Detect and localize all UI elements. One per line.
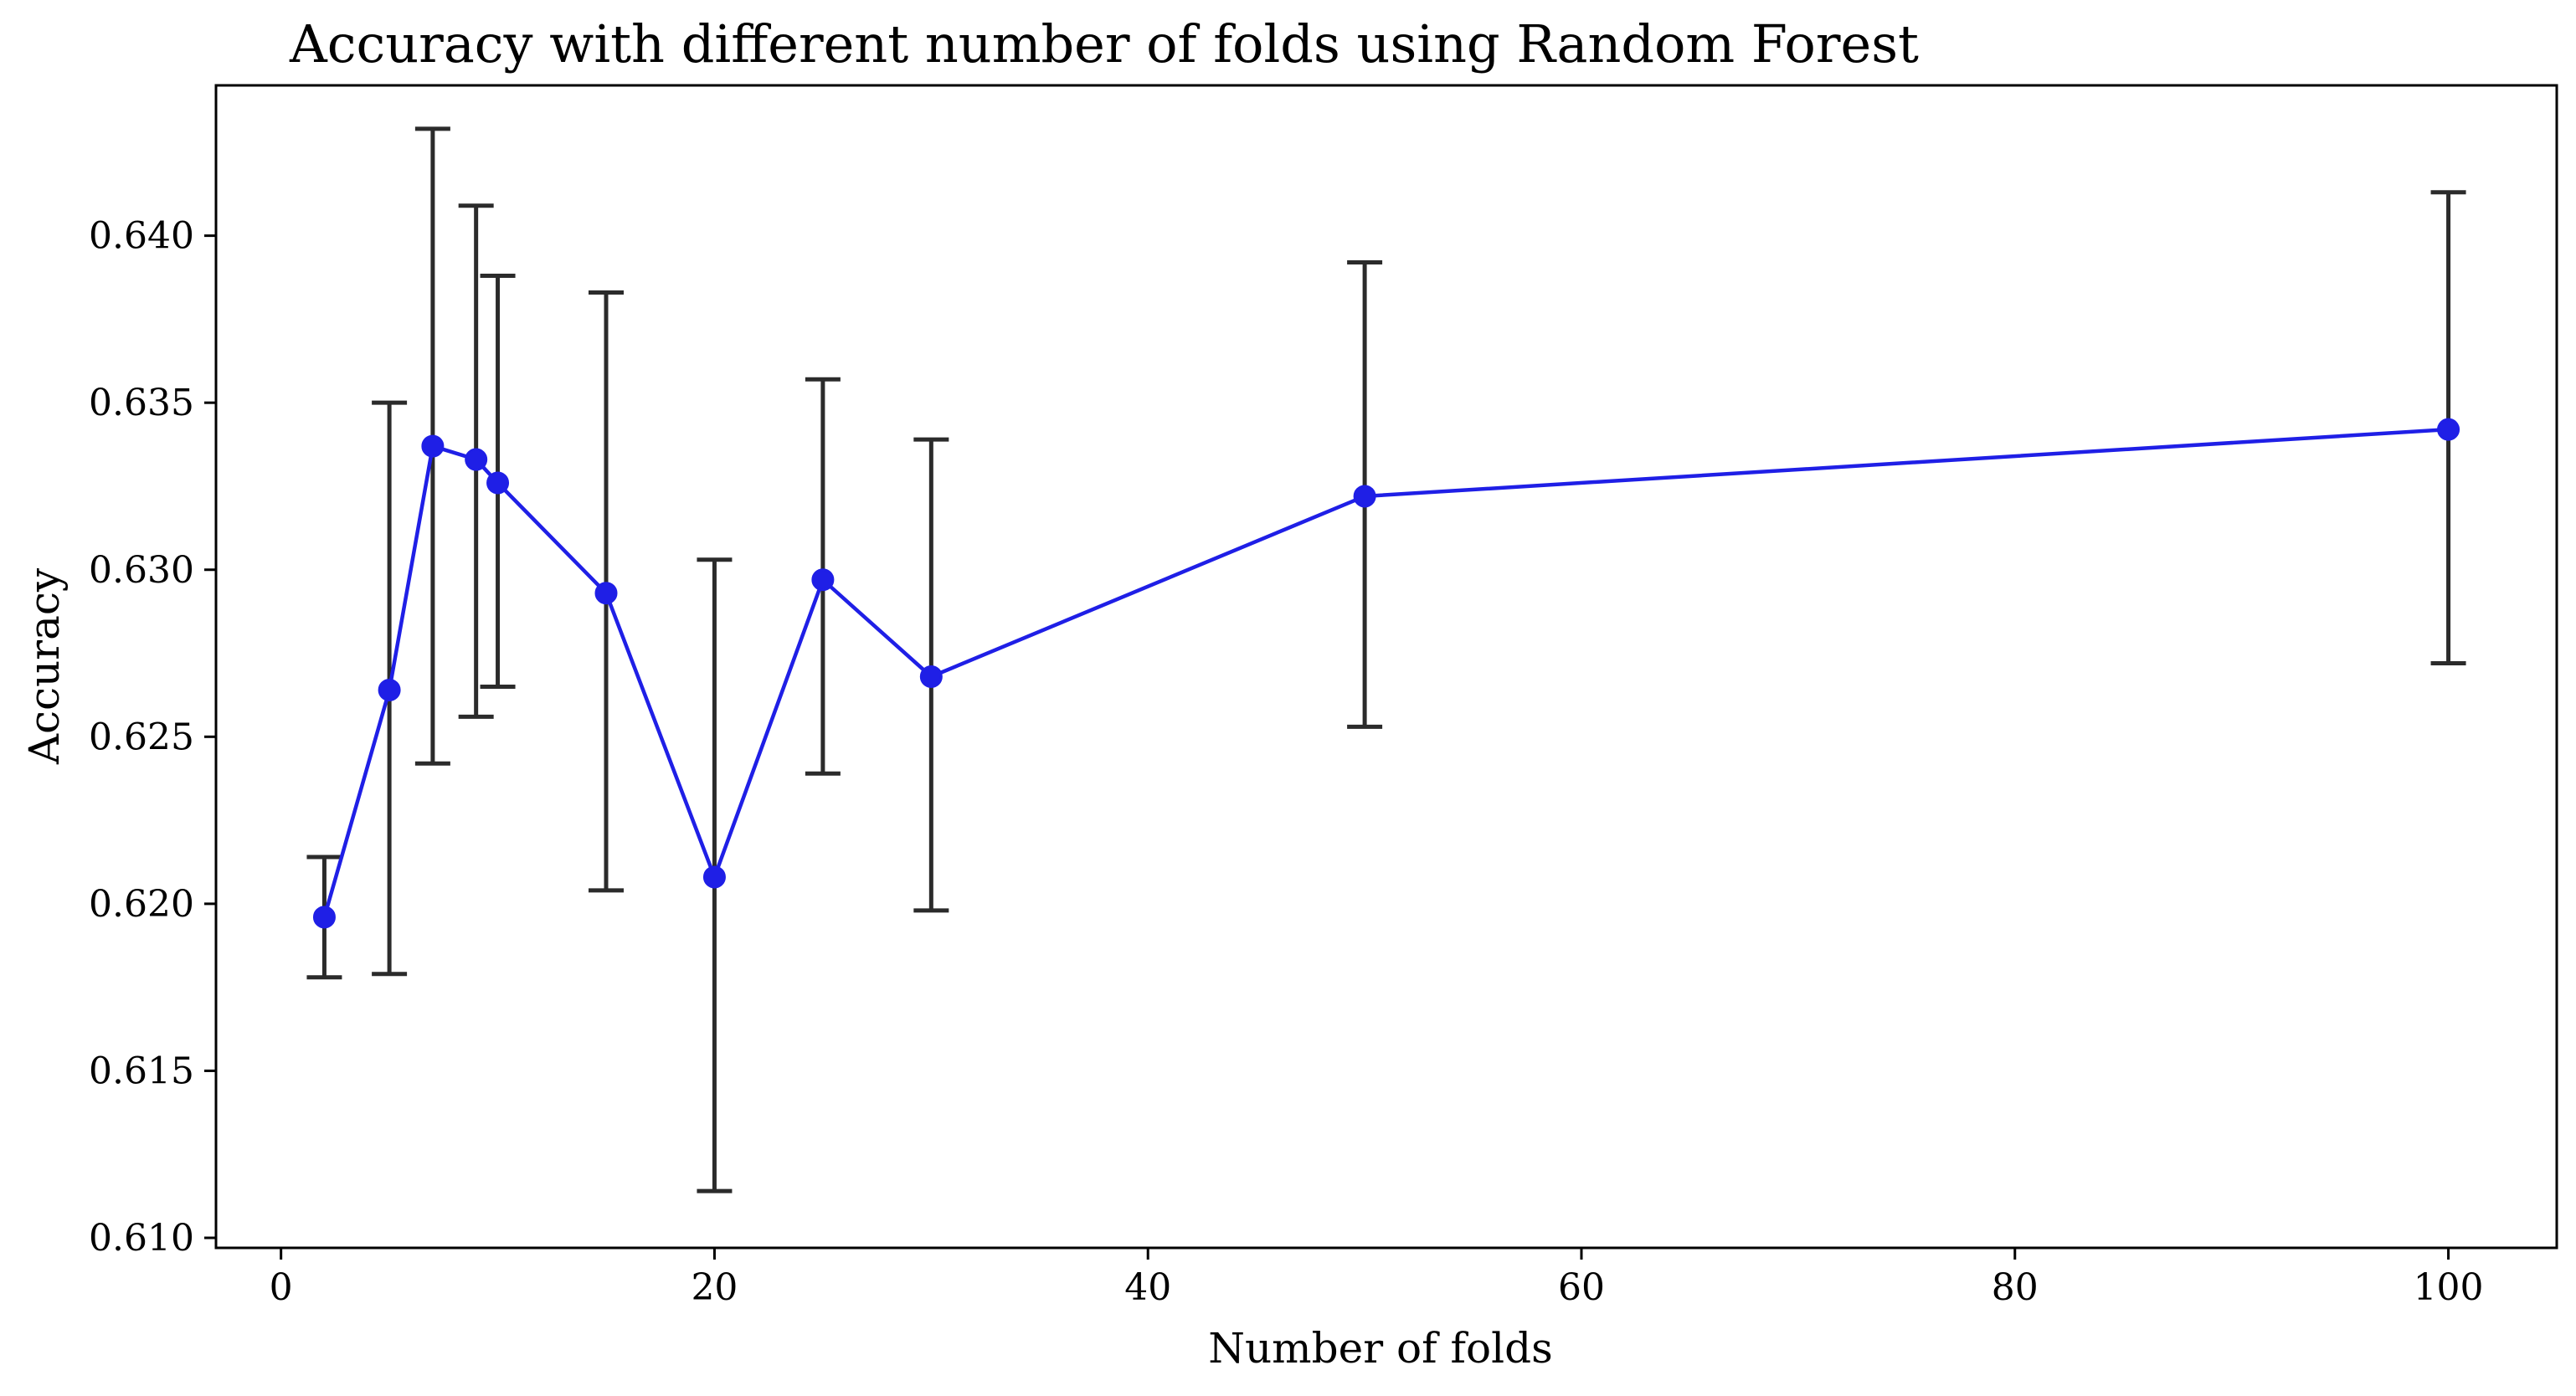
y-tick-label: 0.630 — [89, 549, 194, 592]
data-point — [594, 582, 618, 605]
x-tick-label: 20 — [691, 1266, 738, 1309]
x-tick-label: 100 — [2414, 1266, 2484, 1309]
y-tick-label: 0.620 — [89, 883, 194, 926]
axis-ticks: 0 20 40 60 80 100 0.610 0.615 0.620 0.625 0.630 0.6… — [89, 215, 2484, 1309]
plot-frame — [214, 84, 2558, 1250]
data-point — [919, 665, 943, 688]
series-line — [322, 427, 2449, 918]
x-tick-label: 0 — [270, 1266, 293, 1309]
data-point — [811, 568, 835, 592]
data-point — [1353, 485, 1376, 508]
y-tick-label: 0.640 — [89, 215, 194, 258]
y-tick-label: 0.610 — [89, 1217, 194, 1260]
x-tick-label: 80 — [1992, 1266, 2039, 1309]
chart-title: Accuracy with different number of folds … — [289, 13, 1919, 74]
x-tick-label: 60 — [1558, 1266, 1605, 1309]
x-axis-label: Number of folds — [1208, 1324, 1553, 1373]
data-point — [378, 678, 401, 701]
y-axis-label: Accuracy — [20, 567, 69, 765]
data-point — [312, 906, 336, 929]
data-point — [486, 471, 510, 495]
data-point — [421, 434, 445, 458]
data-series — [312, 418, 2460, 929]
data-point — [465, 448, 488, 471]
x-tick-label: 40 — [1124, 1266, 1171, 1309]
y-tick-label: 0.615 — [89, 1050, 194, 1092]
y-tick-label: 0.635 — [89, 382, 194, 424]
data-point — [702, 865, 726, 889]
error-bars — [306, 126, 2466, 1193]
y-tick-label: 0.625 — [89, 716, 194, 758]
data-point — [2437, 418, 2460, 441]
